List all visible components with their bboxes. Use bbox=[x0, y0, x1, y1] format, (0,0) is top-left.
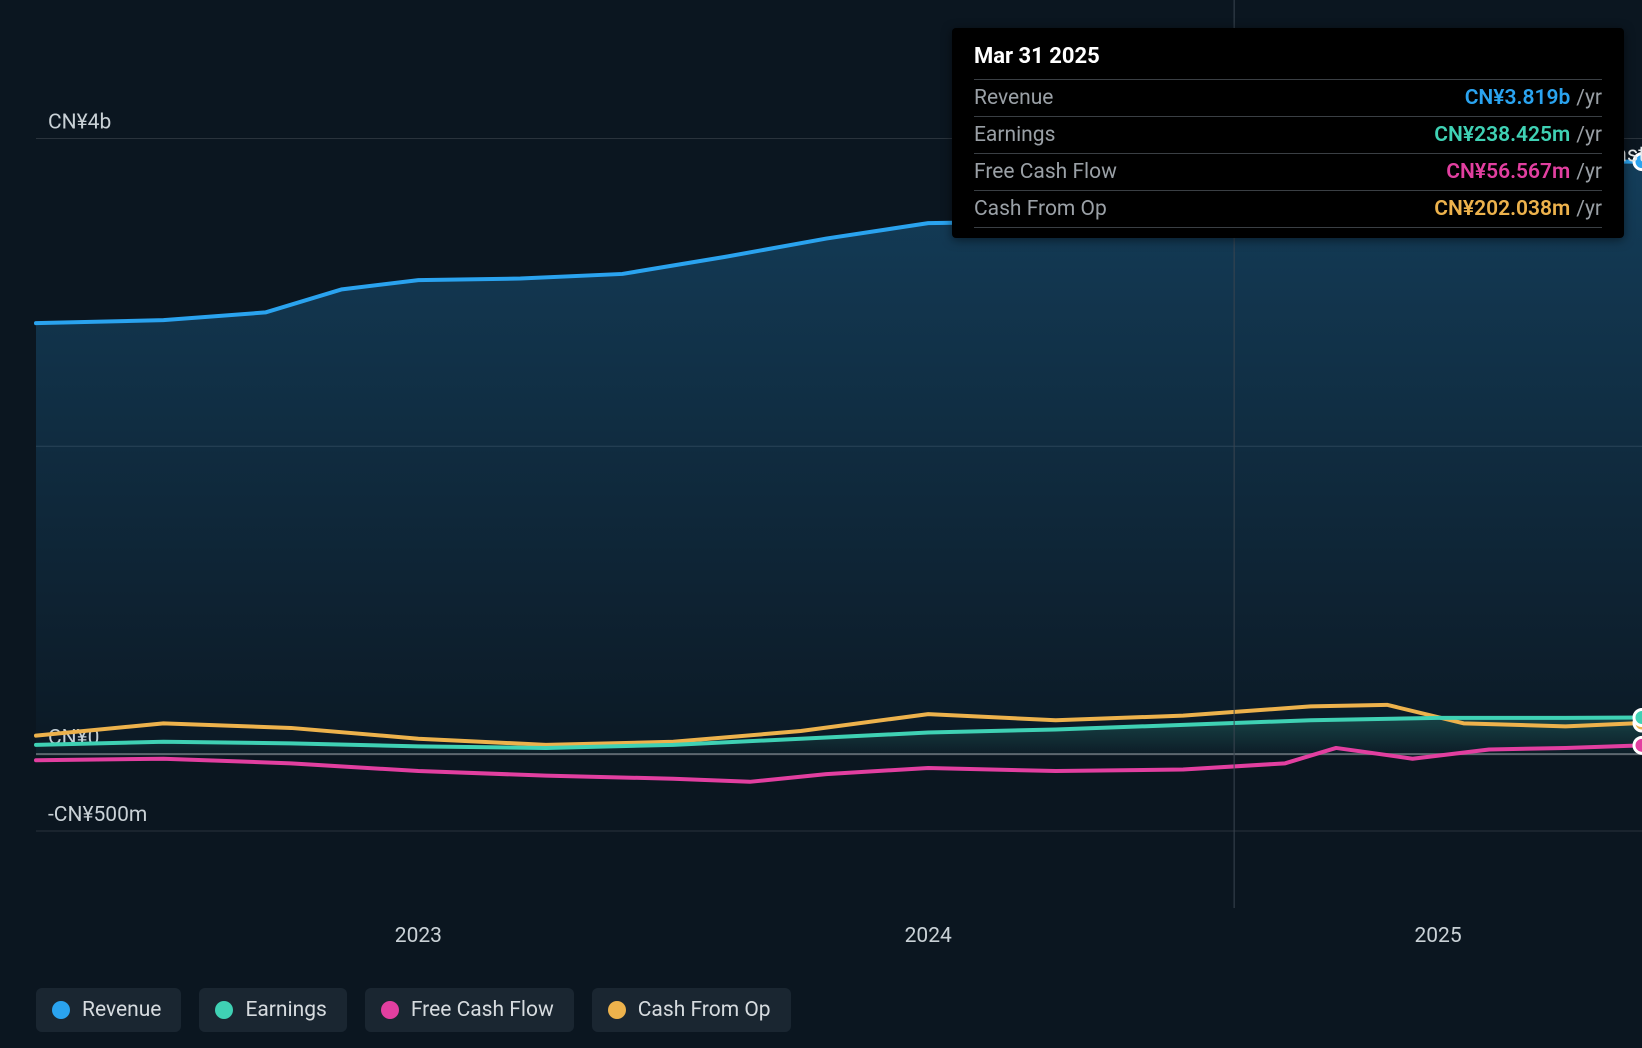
tooltip-row-unit: /yr bbox=[1576, 123, 1602, 147]
chart-legend: Revenue Earnings Free Cash Flow Cash From O… bbox=[36, 988, 791, 1032]
legend-dot-icon bbox=[608, 1001, 626, 1019]
tooltip-date: Mar 31 2025 bbox=[974, 44, 1602, 69]
tooltip-row: Cash From Op CN¥202.038m/yr bbox=[974, 190, 1602, 228]
end-marker-free_cash_flow bbox=[1634, 737, 1642, 753]
legend-item-revenue[interactable]: Revenue bbox=[36, 988, 181, 1032]
tooltip-row-label: Cash From Op bbox=[974, 197, 1107, 221]
tooltip-rows: Revenue CN¥3.819b/yr Earnings CN¥238.425m/y… bbox=[974, 79, 1602, 228]
tooltip-row-unit: /yr bbox=[1576, 160, 1602, 184]
end-marker-earnings bbox=[1634, 709, 1642, 725]
financial-chart[interactable]: CN¥4bCN¥0-CN¥500m202320242025Past Mar 31… bbox=[0, 0, 1642, 1048]
legend-label: Free Cash Flow bbox=[411, 998, 554, 1022]
x-axis-label: 2023 bbox=[395, 924, 442, 948]
legend-item-free_cash_flow[interactable]: Free Cash Flow bbox=[365, 988, 574, 1032]
tooltip-row: Earnings CN¥238.425m/yr bbox=[974, 116, 1602, 153]
y-axis-label: -CN¥500m bbox=[48, 803, 147, 827]
tooltip-row-label: Revenue bbox=[974, 86, 1053, 110]
legend-dot-icon bbox=[381, 1001, 399, 1019]
legend-label: Revenue bbox=[82, 998, 161, 1022]
legend-label: Earnings bbox=[245, 998, 326, 1022]
tooltip-row: Revenue CN¥3.819b/yr bbox=[974, 79, 1602, 116]
tooltip-row-unit: /yr bbox=[1576, 86, 1602, 110]
tooltip-row-label: Earnings bbox=[974, 123, 1055, 147]
legend-dot-icon bbox=[52, 1001, 70, 1019]
tooltip-row-label: Free Cash Flow bbox=[974, 160, 1117, 184]
x-axis-label: 2024 bbox=[905, 924, 952, 948]
legend-item-earnings[interactable]: Earnings bbox=[199, 988, 346, 1032]
series-area-revenue bbox=[36, 162, 1642, 755]
legend-dot-icon bbox=[215, 1001, 233, 1019]
tooltip-row-unit: /yr bbox=[1576, 197, 1602, 221]
tooltip-row-value: CN¥238.425m bbox=[1434, 123, 1570, 147]
y-axis-label: CN¥4b bbox=[48, 111, 111, 135]
tooltip-row-value: CN¥56.567m bbox=[1446, 160, 1570, 184]
chart-tooltip: Mar 31 2025 Revenue CN¥3.819b/yr Earnings C… bbox=[952, 28, 1624, 238]
legend-label: Cash From Op bbox=[638, 998, 771, 1022]
x-axis-label: 2025 bbox=[1414, 924, 1461, 948]
legend-item-cash_from_op[interactable]: Cash From Op bbox=[592, 988, 791, 1032]
tooltip-row: Free Cash Flow CN¥56.567m/yr bbox=[974, 153, 1602, 190]
tooltip-row-value: CN¥202.038m bbox=[1434, 197, 1570, 221]
tooltip-row-value: CN¥3.819b bbox=[1465, 86, 1571, 110]
